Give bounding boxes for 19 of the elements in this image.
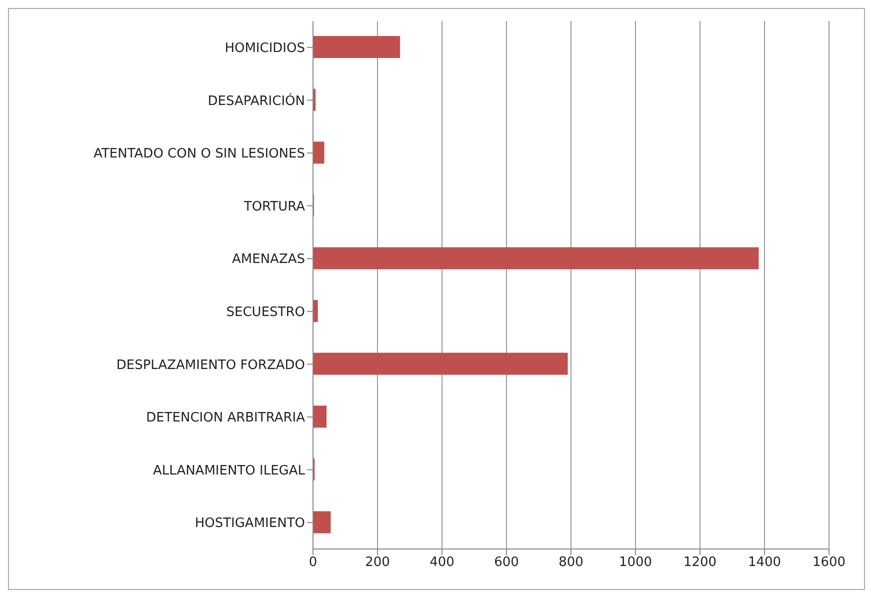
x-tick-label: 200 <box>365 555 390 570</box>
y-tick-label: DETENCION ARBITRARIA <box>146 410 306 426</box>
x-tick-label: 1000 <box>618 555 652 570</box>
x-tick-label: 400 <box>430 555 454 570</box>
y-tick-label: SECUESTRO <box>226 305 305 320</box>
y-tick-label: TORTURA <box>242 199 306 214</box>
x-tick-label: 800 <box>558 555 584 570</box>
y-tick-label: HOSTIGAMIENTO <box>194 516 305 532</box>
y-tick-label: DESAPARICIÓN <box>208 92 305 109</box>
y-tick-label: ALLANAMIENTO ILEGAL <box>153 463 306 478</box>
y-tick-label: HOMICIDIOS <box>224 41 305 56</box>
x-tick-label: 0 <box>308 555 318 570</box>
y-tick-label: ATENTADO CON O SIN LESIONES <box>94 146 305 162</box>
x-tick-label: 1400 <box>748 555 782 570</box>
y-tick-label: AMENAZAS <box>232 252 305 268</box>
x-tick-label: 600 <box>494 555 519 570</box>
x-tick-label: 1200 <box>683 555 717 570</box>
x-tick-label: 1600 <box>812 555 846 570</box>
y-tick-label: DESPLAZAMIENTO FORZADO <box>116 358 305 373</box>
